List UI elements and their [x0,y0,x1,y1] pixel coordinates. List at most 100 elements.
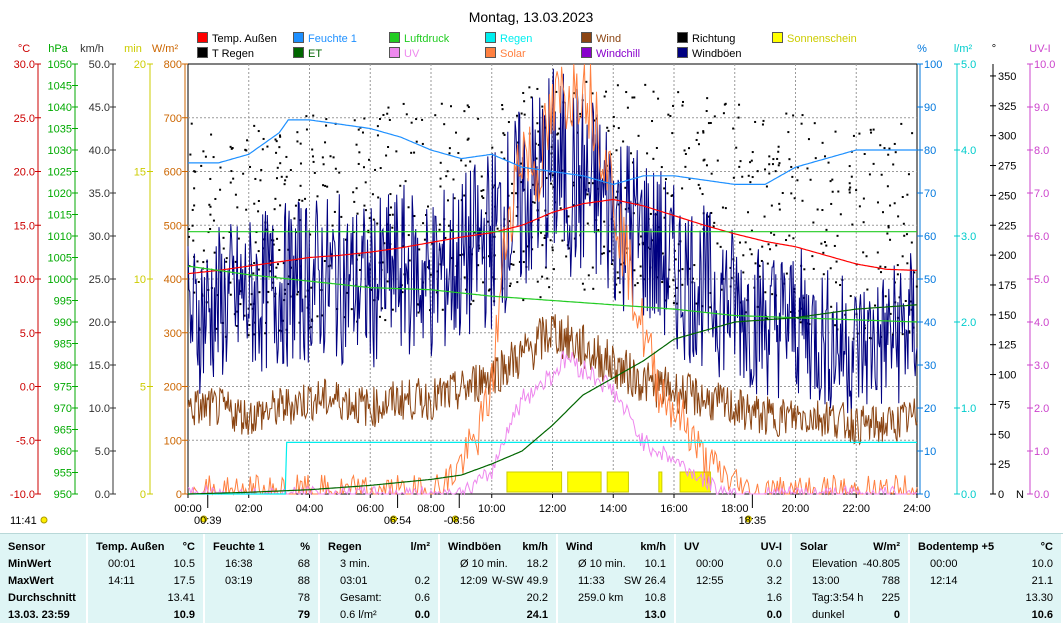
direction-point [683,149,686,152]
direction-point [316,195,319,198]
direction-point [196,260,199,263]
direction-point [531,248,534,251]
direction-point [477,264,480,267]
direction-point [720,288,723,291]
x-tick-label: 10:00 [478,503,506,515]
direction-point [636,282,639,285]
axis-unit-deg: ° [992,43,996,55]
direction-point [253,124,256,127]
direction-point [439,161,442,164]
direction-point [639,274,642,277]
direction-point [739,241,742,244]
direction-point [410,151,413,154]
direction-point [340,215,343,218]
axis-tick-label-hpa: 955 [54,468,72,480]
column-unit: % [300,541,310,553]
direction-point [830,305,833,308]
direction-point [214,197,217,200]
direction-point [257,250,260,253]
direction-point [523,113,526,116]
legend-item: Richtung [677,32,735,45]
direction-point [383,242,386,245]
cell-value: 18.2 [526,558,548,570]
direction-point [909,300,912,303]
direction-point [355,143,358,146]
direction-point [839,284,842,287]
stats-column: UV UV-I 00:00 0.0 12:55 3.2 1.6 0.0 [676,534,792,623]
legend-swatch [677,32,688,43]
direction-point [225,257,228,260]
legend-item: Windböen [677,47,742,60]
direction-point [234,260,237,263]
cell-label: 13.03. 23:59 [8,609,70,621]
direction-point [776,157,779,160]
direction-point [723,103,726,106]
direction-point [773,233,776,236]
direction-point [386,280,389,283]
direction-point [583,288,586,291]
direction-point [520,112,523,115]
cell-value: -40.805 [862,558,900,570]
direction-point [572,92,575,95]
axis-tick-label-hpa: 1045 [48,81,72,93]
direction-point [557,132,560,135]
axis-tick-label-deg: 125 [998,340,1016,352]
direction-point [829,267,832,270]
direction-point [515,192,518,195]
direction-point [865,255,868,258]
direction-point [402,245,405,248]
direction-point [453,197,456,200]
direction-point [702,131,705,134]
axis-tick-label-uvi: 8.0 [1034,145,1049,157]
direction-point [775,244,778,247]
direction-point [901,255,904,258]
axis-tick-label-hpa: 1025 [48,167,72,179]
direction-point [378,315,381,318]
legend-label: Windböen [692,48,742,60]
direction-point [190,122,193,125]
direction-point [384,319,387,322]
chart-legend: Temp. Außen Feuchte 1 Luftdruck Regen Wind Ri… [197,32,917,62]
direction-point [572,184,575,187]
direction-point [450,105,452,108]
cell-label: 03:19 [225,575,253,587]
direction-point [681,104,684,107]
direction-point [756,170,759,173]
legend-item: Solar [485,47,526,60]
direction-point [515,214,518,217]
cell-value: 68 [297,558,310,570]
direction-point [541,275,544,278]
axis-tick-label-uvi: 7.0 [1034,188,1049,200]
direction-point [634,284,637,287]
axis-tick-label-min: 15 [134,167,146,179]
direction-point [600,252,603,255]
direction-point [309,326,312,329]
cell-value: 21.1 [1031,575,1053,587]
direction-point [275,266,278,269]
direction-point [893,142,896,145]
direction-point [724,207,727,210]
direction-point [769,248,772,251]
legend-label: Luftdruck [404,33,450,45]
cell-value: 0 [893,609,900,621]
sunshine-bar [506,471,563,493]
cell-label: MinWert [8,558,52,570]
axis-tick-label-hpa: 1015 [48,210,72,222]
direction-point [237,237,240,240]
direction-point [355,187,358,190]
legend-item: Temp. Außen [197,32,277,45]
column-header: Feuchte 1 [213,541,265,553]
direction-point [526,245,529,248]
axis-tick-label-deg: 225 [998,220,1016,232]
direction-point [732,176,735,179]
legend-label: UV [404,48,420,60]
axis-tick-label-temp: 30.0 [14,59,35,71]
direction-point [581,282,584,285]
direction-point [487,255,490,258]
legend-label: Richtung [692,33,736,45]
axis-tick-label-uvi: 9.0 [1034,102,1049,114]
direction-point [324,141,327,144]
direction-point [439,177,442,180]
axis-tick-label-uvi: 10.0 [1034,59,1055,71]
time-left-label: 11:41 [10,515,37,527]
